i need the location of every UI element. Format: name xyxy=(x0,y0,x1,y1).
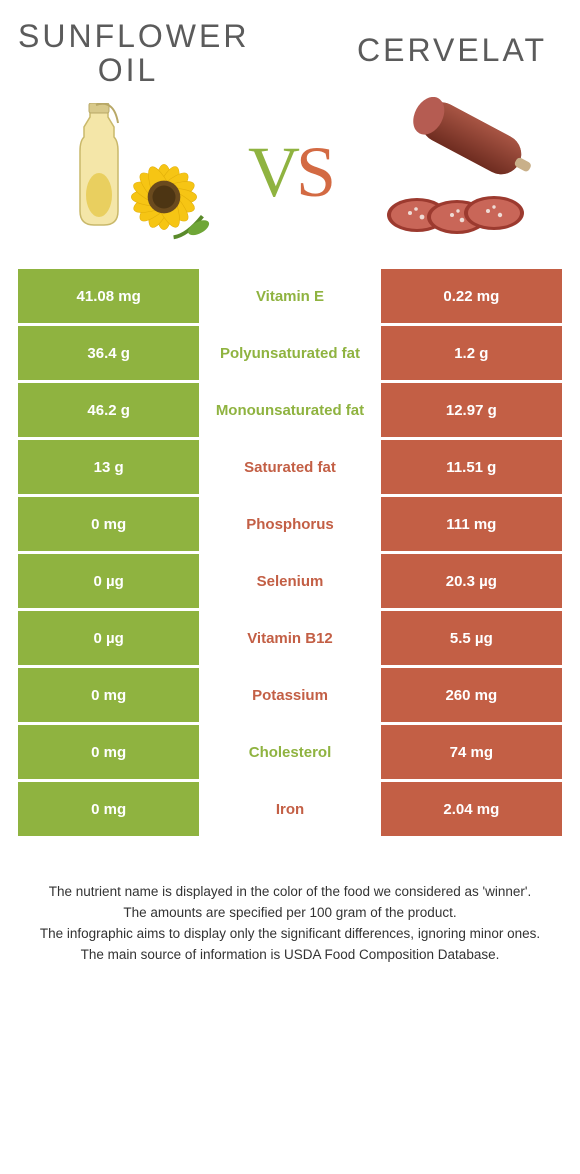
right-value: 260 mg xyxy=(381,668,562,722)
left-value: 46.2 g xyxy=(18,383,199,437)
table-row: 0 mgPotassium260 mg xyxy=(18,668,562,722)
nutrient-name: Vitamin B12 xyxy=(199,611,380,665)
sunflower-oil-icon xyxy=(48,97,218,247)
nutrient-name: Saturated fat xyxy=(199,440,380,494)
nutrient-name: Cholesterol xyxy=(199,725,380,779)
right-value: 2.04 mg xyxy=(381,782,562,836)
footnotes: The nutrient name is displayed in the co… xyxy=(18,882,562,966)
footnote-line: The amounts are specified per 100 gram o… xyxy=(28,903,552,924)
vs-v: V xyxy=(248,132,296,212)
right-value: 20.3 µg xyxy=(381,554,562,608)
footnote-line: The nutrient name is displayed in the co… xyxy=(28,882,552,903)
left-value: 0 mg xyxy=(18,497,199,551)
left-value: 36.4 g xyxy=(18,326,199,380)
right-value: 5.5 µg xyxy=(381,611,562,665)
nutrient-table: 41.08 mgVitamin E0.22 mg36.4 gPolyunsatu… xyxy=(18,269,562,836)
nutrient-name: Polyunsaturated fat xyxy=(199,326,380,380)
footnote-line: The main source of information is USDA F… xyxy=(28,945,552,966)
right-value: 0.22 mg xyxy=(381,269,562,323)
nutrient-name: Monounsaturated fat xyxy=(199,383,380,437)
footnote-line: The infographic aims to display only the… xyxy=(28,924,552,945)
left-value: 0 µg xyxy=(18,554,199,608)
header: SUNFLOWER OIL CERVELAT xyxy=(18,20,562,87)
infographic-root: SUNFLOWER OIL CERVELAT xyxy=(0,0,580,976)
left-food-title: SUNFLOWER OIL xyxy=(18,20,238,87)
hero-row: VS xyxy=(18,97,562,247)
table-row: 0 µgVitamin B125.5 µg xyxy=(18,611,562,665)
left-value: 0 mg xyxy=(18,725,199,779)
left-value: 0 µg xyxy=(18,611,199,665)
table-row: 0 mgPhosphorus111 mg xyxy=(18,497,562,551)
left-value: 41.08 mg xyxy=(18,269,199,323)
nutrient-name: Selenium xyxy=(199,554,380,608)
nutrient-name: Phosphorus xyxy=(199,497,380,551)
nutrient-name: Potassium xyxy=(199,668,380,722)
table-row: 0 mgIron2.04 mg xyxy=(18,782,562,836)
table-row: 41.08 mgVitamin E0.22 mg xyxy=(18,269,562,323)
right-value: 11.51 g xyxy=(381,440,562,494)
vs-label: VS xyxy=(248,136,332,208)
vs-s: S xyxy=(296,132,332,212)
right-value: 74 mg xyxy=(381,725,562,779)
right-value: 111 mg xyxy=(381,497,562,551)
left-value: 0 mg xyxy=(18,668,199,722)
table-row: 0 mgCholesterol74 mg xyxy=(18,725,562,779)
table-row: 36.4 gPolyunsaturated fat1.2 g xyxy=(18,326,562,380)
cervelat-icon xyxy=(362,97,532,247)
right-value: 1.2 g xyxy=(381,326,562,380)
right-food-title: CERVELAT xyxy=(342,20,562,68)
nutrient-name: Vitamin E xyxy=(199,269,380,323)
nutrient-name: Iron xyxy=(199,782,380,836)
left-value: 0 mg xyxy=(18,782,199,836)
table-row: 13 gSaturated fat11.51 g xyxy=(18,440,562,494)
right-value: 12.97 g xyxy=(381,383,562,437)
table-row: 46.2 gMonounsaturated fat12.97 g xyxy=(18,383,562,437)
table-row: 0 µgSelenium20.3 µg xyxy=(18,554,562,608)
left-value: 13 g xyxy=(18,440,199,494)
